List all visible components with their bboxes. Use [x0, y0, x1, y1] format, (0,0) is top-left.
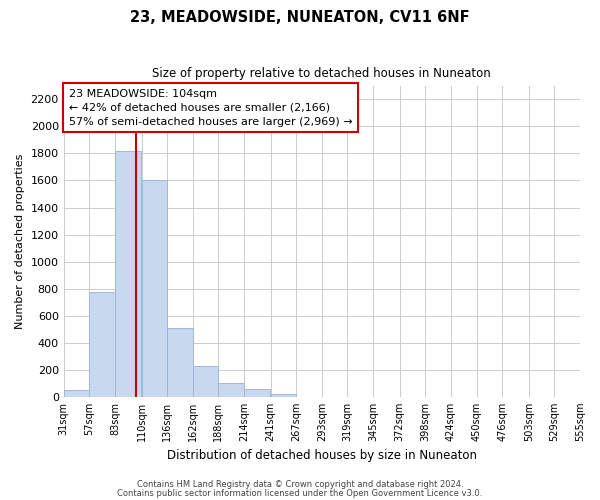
Bar — [89, 292, 115, 397]
Text: 23, MEADOWSIDE, NUNEATON, CV11 6NF: 23, MEADOWSIDE, NUNEATON, CV11 6NF — [130, 10, 470, 25]
Text: Contains public sector information licensed under the Open Government Licence v3: Contains public sector information licen… — [118, 489, 482, 498]
Bar — [167, 328, 193, 397]
X-axis label: Distribution of detached houses by size in Nuneaton: Distribution of detached houses by size … — [167, 450, 477, 462]
Bar — [193, 366, 218, 397]
Title: Size of property relative to detached houses in Nuneaton: Size of property relative to detached ho… — [152, 68, 491, 80]
Text: 23 MEADOWSIDE: 104sqm
← 42% of detached houses are smaller (2,166)
57% of semi-d: 23 MEADOWSIDE: 104sqm ← 42% of detached … — [69, 89, 352, 127]
Bar — [64, 390, 89, 397]
Bar — [115, 150, 140, 397]
Bar — [244, 390, 269, 397]
Y-axis label: Number of detached properties: Number of detached properties — [15, 154, 25, 329]
Bar — [271, 394, 296, 397]
Bar — [218, 382, 244, 397]
Text: Contains HM Land Registry data © Crown copyright and database right 2024.: Contains HM Land Registry data © Crown c… — [137, 480, 463, 489]
Bar — [142, 180, 167, 397]
